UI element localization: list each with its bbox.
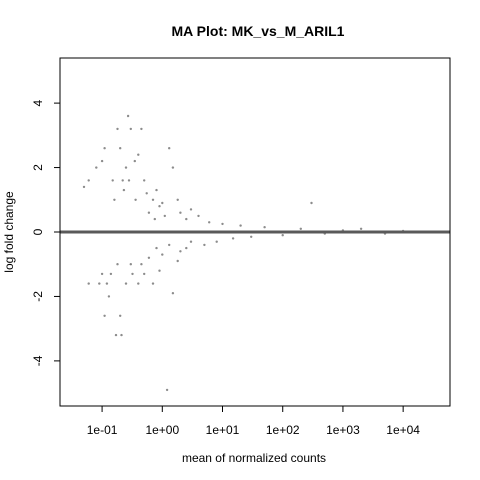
data-point [189,240,193,243]
data-point [189,208,193,211]
data-point [119,147,122,150]
data-point [100,159,104,163]
data-point [116,263,119,266]
data-point [120,333,123,337]
data-point [126,114,130,118]
y-tick-label: 0 [31,228,45,235]
data-point [179,211,182,214]
data-point [310,201,313,205]
data-point [133,159,136,163]
data-point [171,292,175,295]
data-point [155,188,158,192]
data-point [140,263,143,266]
data-point [158,269,161,272]
data-point [124,166,128,169]
data-point [147,211,151,214]
data-point [95,166,98,169]
data-point [203,243,206,247]
x-tick-label: 1e+03 [326,423,360,437]
data-point [171,166,175,169]
data-point [281,234,284,237]
data-point [197,214,200,218]
data-point [221,222,224,226]
data-point [87,179,90,182]
data-point [103,314,106,317]
y-tick-label: -4 [31,355,45,366]
data-point [116,127,119,131]
data-point [263,226,266,229]
data-point [168,147,171,150]
data-point [109,272,113,276]
data-point [111,179,114,182]
data-point [140,127,143,131]
y-axis: -4 -2 0 2 4 [31,99,60,366]
data-point [137,282,140,285]
y-tick-label: -2 [31,291,45,302]
data-point [113,198,116,201]
data-point [359,227,363,230]
data-point [145,192,148,195]
data-point [168,243,171,247]
data-point [151,198,155,201]
data-point [176,198,179,201]
data-point [158,205,161,208]
x-tick-label: 1e-01 [87,423,118,437]
data-point [98,282,101,285]
data-point [299,227,302,230]
y-axis-title: log fold change [2,191,16,273]
data-point [107,295,111,298]
data-point [105,282,109,285]
data-point [119,314,122,317]
x-axis: 1e-01 1e+00 1e+01 1e+02 1e+03 1e+04 [87,406,420,437]
data-point [87,282,90,285]
data-point [103,147,106,150]
x-tick-label: 1e+00 [145,423,179,437]
y-tick-label: 2 [31,164,45,171]
chart-title: MA Plot: MK_vs_M_ARIL1 [172,23,345,39]
y-tick-label: 4 [31,99,45,106]
data-point [208,221,211,224]
data-point [100,272,104,276]
data-point [231,237,235,240]
data-point [82,185,86,189]
data-point [163,214,166,218]
data-point [151,282,155,285]
data-point [127,179,131,182]
data-point [114,333,118,337]
x-tick-label: 1e+04 [386,423,420,437]
data-point [143,272,146,276]
data-point [122,188,126,192]
data-point [129,263,132,266]
data-point [161,201,164,205]
data-point [215,240,218,243]
data-point [131,272,134,276]
data-point [143,179,146,182]
data-point [155,246,158,250]
data-point [176,259,179,263]
data-point [129,127,132,131]
data-point [161,253,164,256]
data-point [124,282,128,285]
x-axis-title: mean of normalized counts [182,451,326,465]
points-layer [82,114,405,392]
data-point [147,256,151,259]
data-point [121,179,124,182]
data-point [250,235,253,238]
data-point [179,250,182,253]
data-point [137,153,140,156]
data-point [185,217,188,221]
data-point [239,224,242,227]
data-point [165,388,169,392]
x-tick-label: 1e+02 [266,423,300,437]
x-tick-label: 1e+01 [206,423,240,437]
data-point [134,198,137,201]
data-point [185,246,188,250]
data-point [153,217,156,221]
